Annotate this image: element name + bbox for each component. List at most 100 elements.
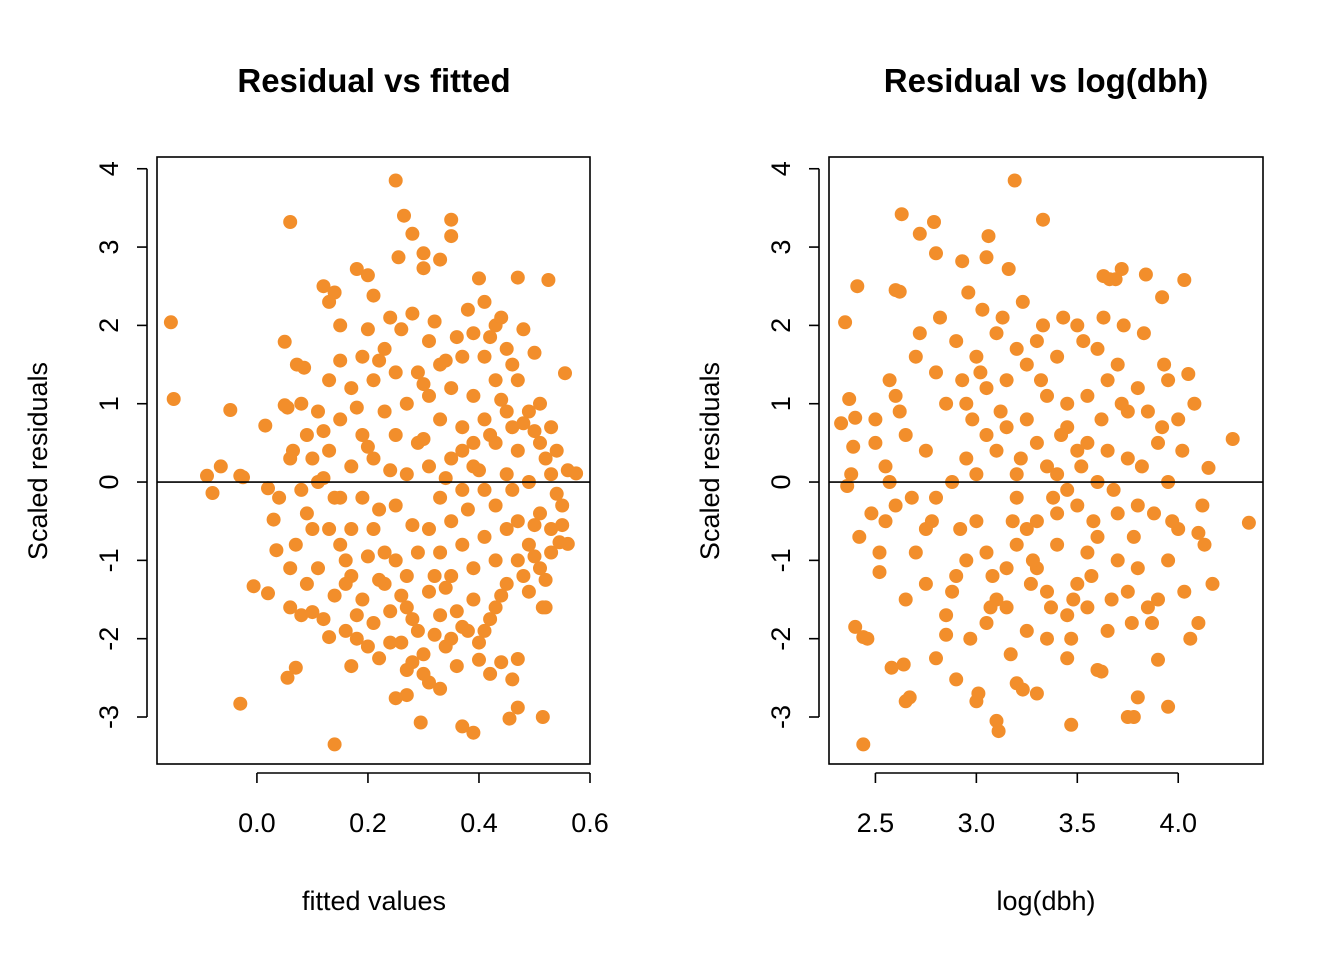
- data-point: [399, 467, 414, 482]
- data-point: [533, 561, 547, 576]
- data-point: [1019, 623, 1034, 638]
- data-point: [1130, 690, 1145, 705]
- data-point: [544, 467, 559, 482]
- data-point: [1140, 600, 1155, 615]
- data-point: [995, 310, 1010, 325]
- data-point: [472, 463, 486, 478]
- data-point: [989, 443, 1004, 458]
- data-point: [569, 466, 584, 481]
- data-point: [488, 600, 503, 615]
- y-tick-label: -2: [766, 627, 796, 651]
- data-point: [1171, 412, 1186, 427]
- data-point: [1064, 631, 1079, 646]
- data-point: [433, 252, 448, 267]
- y-tick-label: -1: [766, 548, 796, 572]
- data-point: [991, 724, 1006, 739]
- data-point: [427, 569, 442, 583]
- data-point: [1050, 467, 1065, 482]
- data-point: [985, 569, 1000, 583]
- data-point: [1009, 341, 1024, 356]
- data-point: [983, 600, 998, 615]
- data-point: [939, 627, 954, 642]
- data-point: [953, 522, 968, 536]
- data-point: [433, 681, 448, 696]
- data-point: [483, 330, 498, 345]
- data-point: [979, 616, 994, 630]
- data-point: [433, 608, 448, 623]
- y-tick-label: -1: [94, 548, 124, 572]
- data-point: [527, 549, 542, 564]
- data-point: [305, 451, 320, 466]
- data-point: [1155, 420, 1170, 435]
- data-point: [438, 353, 453, 368]
- x-tick-label: 3.0: [958, 808, 996, 838]
- y-tick-label: 0: [94, 475, 124, 490]
- data-point: [1056, 310, 1071, 325]
- data-point: [505, 357, 520, 372]
- data-point: [1151, 592, 1165, 607]
- data-point: [344, 381, 359, 396]
- data-point: [999, 561, 1014, 576]
- y-tick-label: 4: [94, 161, 124, 176]
- data-point: [533, 396, 547, 411]
- data-point: [945, 584, 960, 599]
- data-point: [1114, 262, 1129, 276]
- y-tick-label: -3: [94, 705, 124, 729]
- data-point: [896, 657, 911, 672]
- data-point: [516, 322, 531, 337]
- data-point: [499, 467, 514, 482]
- data-point: [288, 660, 303, 675]
- data-point: [397, 208, 411, 223]
- data-point: [969, 514, 984, 529]
- data-point: [1120, 584, 1135, 599]
- data-point: [535, 710, 550, 724]
- data-point: [505, 420, 520, 435]
- y-tick-label: 0: [766, 475, 796, 490]
- data-point: [541, 273, 556, 287]
- data-point: [846, 439, 861, 454]
- data-point: [1009, 467, 1024, 482]
- data-point: [1100, 443, 1115, 458]
- data-point: [1080, 388, 1095, 403]
- data-point: [449, 604, 464, 619]
- data-point: [472, 652, 486, 667]
- data-point: [538, 451, 553, 466]
- data-point: [1044, 600, 1058, 615]
- data-point: [1100, 623, 1115, 638]
- data-point: [1003, 647, 1018, 662]
- x-axis-label: log(dbh): [996, 886, 1095, 916]
- data-point: [969, 349, 984, 364]
- data-point: [466, 326, 481, 341]
- data-point: [316, 279, 331, 294]
- data-point: [388, 691, 403, 706]
- data-point: [1110, 357, 1125, 372]
- data-point: [852, 529, 867, 544]
- data-point: [1036, 318, 1050, 333]
- data-point: [1140, 404, 1155, 419]
- data-point: [1126, 710, 1141, 724]
- data-point: [266, 512, 281, 527]
- data-point: [527, 345, 542, 360]
- data-point: [499, 522, 514, 536]
- data-point: [834, 416, 849, 431]
- data-point: [394, 322, 409, 337]
- data-point: [388, 428, 403, 442]
- data-point: [929, 365, 943, 380]
- data-point: [483, 666, 498, 681]
- y-tick-label: 1: [94, 396, 124, 411]
- data-point: [399, 569, 414, 583]
- data-point: [455, 482, 470, 497]
- data-point: [971, 686, 986, 701]
- data-point: [388, 553, 403, 568]
- data-point: [1165, 514, 1180, 529]
- data-point: [283, 215, 298, 229]
- data-point: [477, 294, 492, 309]
- data-point: [349, 262, 364, 276]
- data-point: [322, 373, 337, 388]
- data-point: [939, 396, 954, 411]
- data-point: [1060, 651, 1075, 666]
- data-point: [483, 612, 498, 627]
- data-point: [1015, 294, 1030, 309]
- data-point: [516, 416, 531, 431]
- data-point: [1161, 373, 1176, 388]
